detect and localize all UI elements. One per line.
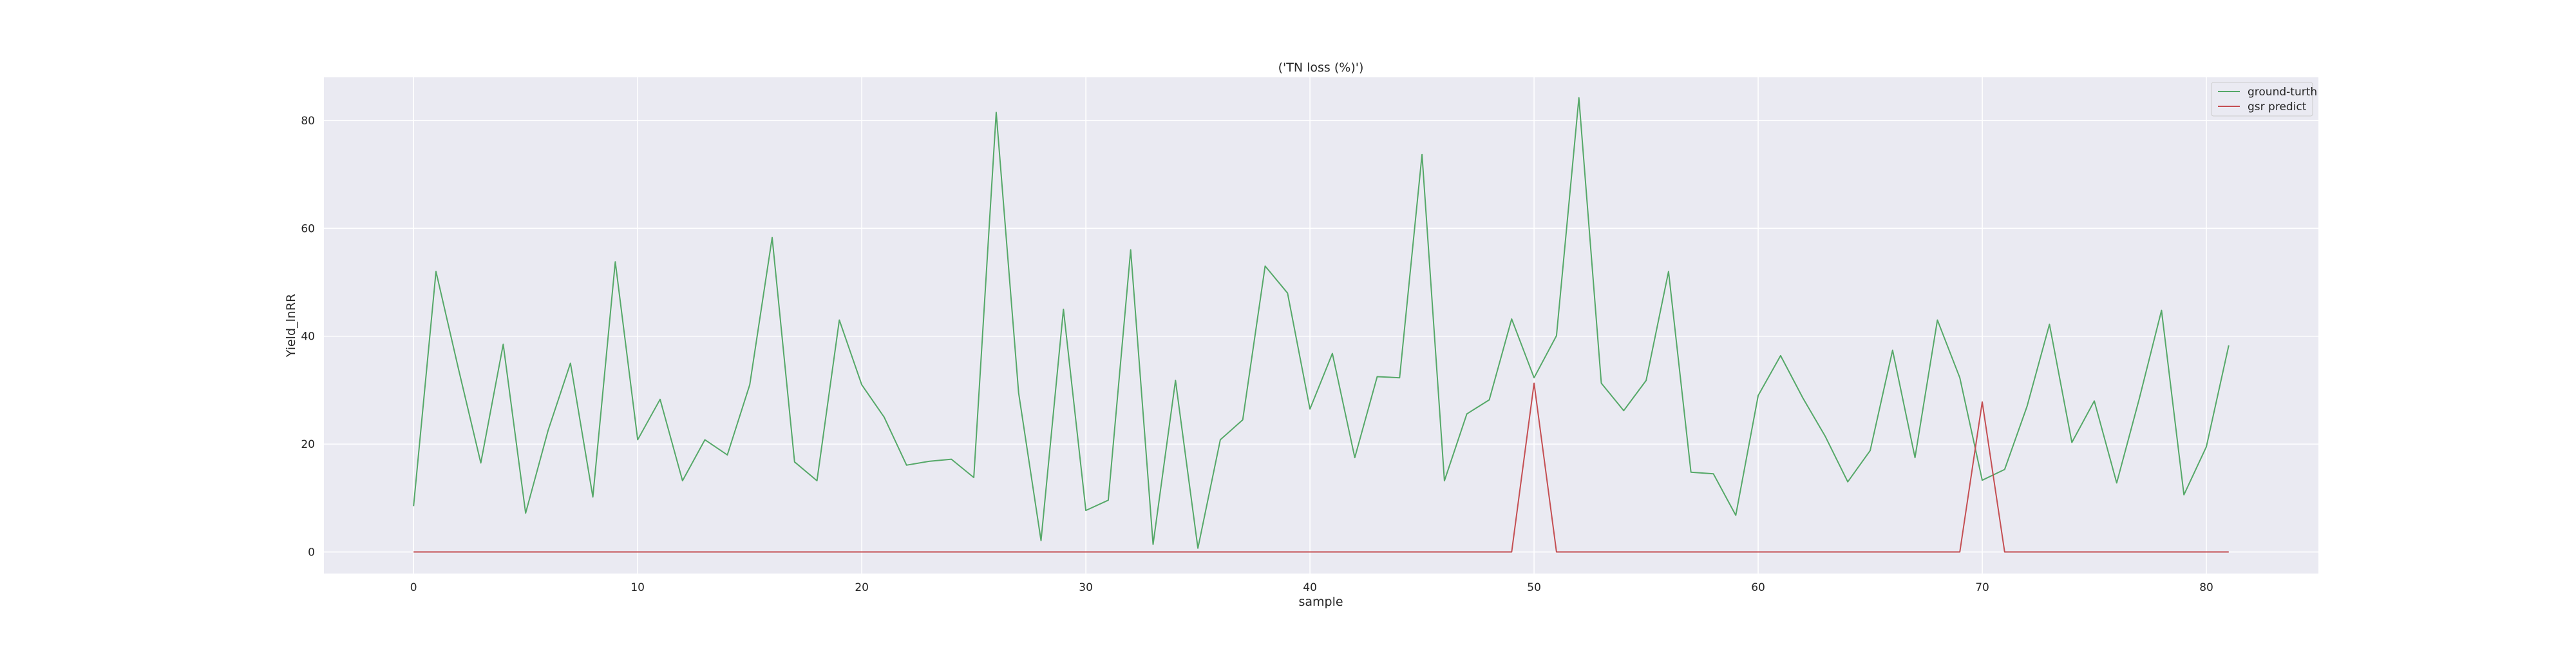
x-tick-label: 30 <box>1079 581 1093 594</box>
series-layer <box>413 97 2230 553</box>
y-tick-label: 20 <box>301 438 315 451</box>
x-axis-label: sample <box>1298 595 1343 609</box>
x-tick-label: 0 <box>410 581 417 594</box>
series-line-gsr-predict <box>413 382 2229 553</box>
y-tick-label: 0 <box>308 546 315 559</box>
legend-label-ground-turth: ground-turth <box>2248 86 2317 99</box>
x-tick-label: 40 <box>1303 581 1317 594</box>
x-tick-label: 20 <box>855 581 869 594</box>
x-tick-label: 80 <box>2199 581 2213 594</box>
series-line-ground-turth <box>413 97 2230 549</box>
y-tick-label: 80 <box>301 115 315 128</box>
tick-labels: 0 10 20 30 40 50 60 70 80 0 20 40 60 80 <box>301 115 2213 594</box>
y-tick-label: 60 <box>301 222 315 235</box>
x-tick-label: 60 <box>1751 581 1765 594</box>
legend-label-gsr-predict: gsr predict <box>2248 101 2307 113</box>
legend: ground-turth gsr predict <box>2211 82 2317 117</box>
y-axis-label: Yield_lnRR <box>284 294 298 358</box>
chart-title: ('TN loss (%)') <box>1278 61 1364 75</box>
x-tick-label: 50 <box>1527 581 1541 594</box>
x-tick-label: 70 <box>1975 581 1989 594</box>
plot-background <box>324 77 2318 574</box>
y-tick-label: 40 <box>301 331 315 343</box>
x-tick-label: 10 <box>630 581 645 594</box>
